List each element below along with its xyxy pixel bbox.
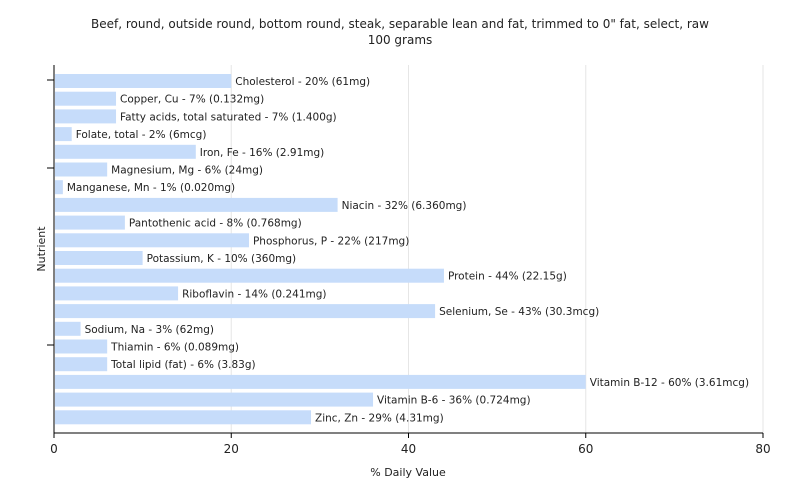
bar [55,127,72,142]
bar-label: Selenium, Se - 43% (30.3mcg) [439,306,599,318]
x-ticks: 0 20 40 60 80 [50,433,771,456]
bar-label: Fatty acids, total saturated - 7% (1.400… [120,111,337,123]
x-tick-label: 80 [755,442,770,456]
bar-label: Phosphorus, P - 22% (217mg) [253,235,409,247]
bar-label: Thiamin - 6% (0.089mg) [110,342,239,354]
bar [55,74,232,88]
bar [55,321,81,336]
bar-label: Vitamin B-6 - 36% (0.724mg) [377,395,531,407]
bar-label: Magnesium, Mg - 6% (24mg) [111,165,263,177]
bar-label: Vitamin B-12 - 60% (3.61mcg) [590,377,749,389]
bar-label: Protein - 44% (22.15g) [448,271,567,283]
chart-subtitle: 100 grams [367,33,433,47]
bar [55,268,444,283]
x-tick-label: 20 [224,442,239,456]
bar [55,162,108,177]
chart-title: Beef, round, outside round, bottom round… [91,17,709,31]
bar [55,357,108,372]
bar [55,180,63,195]
bars: Cholesterol - 20% (61mg) Copper, Cu - 7% … [55,74,749,425]
bar [55,410,312,425]
bar [55,233,249,248]
bar [55,144,196,159]
x-tick-label: 0 [50,442,58,456]
bar [55,304,436,319]
bar-label: Folate, total - 2% (6mcg) [76,129,207,141]
grid [230,65,764,433]
bar [55,286,179,301]
bar-label: Niacin - 32% (6.360mg) [342,200,467,212]
x-axis-label: % Daily Value [370,466,446,479]
bar [55,109,117,124]
bar [55,215,125,230]
x-tick-label: 40 [401,442,416,456]
bar [55,197,338,212]
bar-label: Pantothenic acid - 8% (0.768mg) [129,218,302,230]
x-tick-label: 60 [578,442,593,456]
bar-label: Copper, Cu - 7% (0.132mg) [120,94,264,106]
bar [55,91,117,106]
bar-label: Sodium, Na - 3% (62mg) [85,324,214,336]
bar [55,339,108,354]
bar [55,392,374,407]
bar-label: Iron, Fe - 16% (2.91mg) [200,147,324,159]
y-axis-label: Nutrient [35,226,48,272]
bar-label: Potassium, K - 10% (360mg) [147,253,297,265]
bar-label: Manganese, Mn - 1% (0.020mg) [67,182,235,194]
bar-label: Riboflavin - 14% (0.241mg) [182,288,326,300]
bar [55,251,143,265]
bar-label: Cholesterol - 20% (61mg) [235,76,370,88]
bar-label: Total lipid (fat) - 6% (3.83g) [110,359,255,371]
bar [55,374,586,389]
bar-label: Zinc, Zn - 29% (4.31mg) [315,412,444,424]
